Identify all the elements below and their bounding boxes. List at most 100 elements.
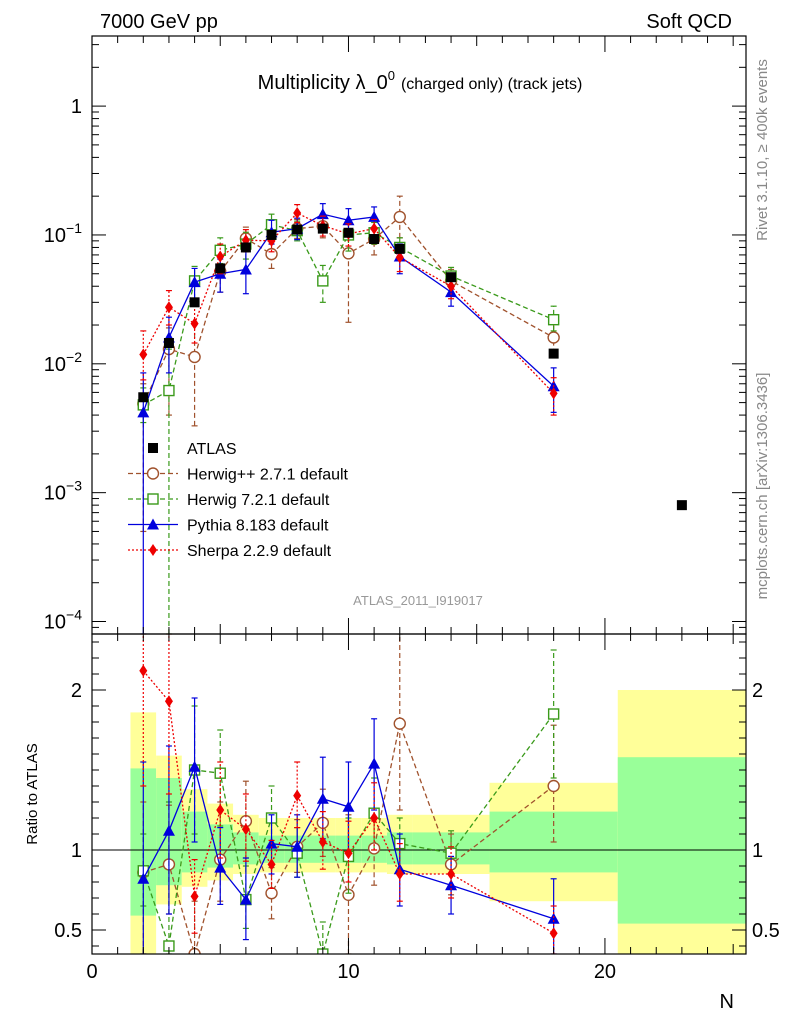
ratio-plot-series	[137, 634, 560, 954]
ratio-point-pythia-8-183-default	[291, 840, 304, 852]
ratio-point-sherpa-2-2-9-default	[370, 812, 379, 824]
ratio-y-tick-label-left: 2	[71, 680, 82, 702]
legend-marker-atlas	[148, 443, 158, 453]
main-point-atlas	[343, 227, 354, 238]
main-point-atlas	[266, 229, 277, 240]
main-y-tick-base: 10	[44, 354, 66, 376]
legend-label-herwig-7-2-1-default: Herwig 7.2.1 default	[187, 492, 330, 509]
ratio-band-green	[617, 757, 746, 924]
main-plot-series	[137, 195, 687, 634]
main-point-atlas	[548, 348, 559, 359]
main-point-sherpa-2-2-9-default	[395, 251, 404, 264]
ratio-point-sherpa-2-2-9-default	[216, 804, 225, 816]
ratio-point-herwig-2-7-1-default	[265, 887, 278, 900]
main-y-tick-base: 10	[44, 612, 66, 634]
axes-ticks: 10−410−310−210−110.5 0.51 12 20 10 20	[44, 36, 780, 983]
mcplots-credit-label: mcplots.cern.ch [arXiv:1306.3436]	[754, 373, 771, 600]
plot-title: Multiplicity λ_00 (charged only) (track j…	[258, 68, 583, 94]
ratio-y-tick-label-left: 0.5	[54, 920, 82, 942]
ratio-point-sherpa-2-2-9-default	[318, 836, 327, 848]
x-tick-label: 10	[337, 961, 359, 983]
main-y-tick-label: 1	[71, 96, 82, 118]
main-point-pythia-8-183-default	[316, 208, 329, 220]
main-y-tick-label: 10−3	[44, 478, 82, 505]
legend-item-atlas: ATLAS	[148, 441, 237, 458]
ratio-point-sherpa-2-2-9-default	[164, 695, 173, 708]
ratio-point-herwig-7-2-1-default	[547, 708, 560, 720]
main-point-pythia-8-183-default	[342, 214, 355, 226]
main-point-atlas	[189, 297, 200, 308]
main-point-pythia-8-183-default	[368, 210, 381, 222]
ratio-point-sherpa-2-2-9-default	[267, 858, 276, 871]
ratio-point-pythia-8-183-default	[137, 872, 150, 884]
rivet-version-label: Rivet 3.1.10, ≥ 400k events	[754, 59, 771, 241]
main-point-sherpa-2-2-9-default	[549, 387, 558, 400]
ratio-point-sherpa-2-2-9-default	[293, 789, 302, 802]
main-point-pythia-8-183-default	[137, 406, 150, 418]
ratio-point-pythia-8-183-default	[547, 912, 560, 924]
ratio-point-sherpa-2-2-9-default	[447, 868, 456, 880]
main-y-tick-exp: −4	[66, 607, 82, 623]
ratio-y-tick-label-right: 2	[752, 680, 763, 702]
legend-marker-herwig-7-2-1-default	[147, 493, 159, 505]
ratio-point-pythia-8-183-default	[342, 800, 355, 812]
ratio-point-sherpa-2-2-9-default	[549, 927, 558, 940]
main-point-herwig-7-2-1-default	[317, 275, 329, 287]
ratio-point-herwig-2-7-1-default	[547, 779, 560, 793]
main-point-sherpa-2-2-9-default	[216, 250, 225, 263]
ratio-point-pythia-8-183-default	[239, 893, 252, 905]
main-y-tick-exp: −3	[66, 478, 82, 494]
main-point-herwig-7-2-1-default	[163, 384, 175, 397]
main-point-herwig-2-7-1-default	[547, 331, 560, 344]
main-point-herwig-7-2-1-default	[547, 313, 560, 326]
legend-label-sherpa-2-2-9-default: Sherpa 2.2.9 default	[187, 543, 332, 560]
x-tick-label: 0	[86, 961, 97, 983]
main-series-herwig-7-2-1-default	[137, 213, 560, 634]
ratio-point-pythia-8-183-default	[188, 760, 201, 772]
main-y-tick-base: 10	[44, 225, 66, 247]
main-point-pythia-8-183-default	[239, 263, 252, 275]
main-y-tick-label: 10−4	[44, 607, 82, 634]
legend-marker-pythia-8-183-default	[147, 518, 159, 530]
ratio-point-sherpa-2-2-9-default	[241, 823, 250, 836]
main-point-herwig-2-7-1-default	[188, 350, 201, 364]
main-point-sherpa-2-2-9-default	[190, 317, 199, 330]
main-point-atlas	[240, 242, 251, 253]
main-point-sherpa-2-2-9-default	[164, 301, 173, 314]
title-sup: 0	[388, 68, 395, 83]
main-point-atlas	[292, 224, 303, 235]
main-point-pythia-8-183-default	[188, 276, 201, 288]
title-main: Multiplicity λ_0	[258, 72, 388, 94]
main-point-herwig-2-7-1-default	[393, 210, 406, 224]
ratio-point-pythia-8-183-default	[214, 861, 227, 873]
ratio-y-tick-label-left: 1	[71, 840, 82, 862]
ratio-point-sherpa-2-2-9-default	[395, 868, 404, 880]
main-point-atlas	[215, 263, 226, 274]
title-suffix: (charged only) (track jets)	[401, 76, 582, 93]
main-point-sherpa-2-2-9-default	[370, 222, 379, 235]
ratio-point-sherpa-2-2-9-default	[139, 664, 148, 677]
legend-label-atlas: ATLAS	[187, 441, 237, 458]
legend-marker-sherpa-2-2-9-default	[149, 544, 157, 556]
legend-item-herwig-7-2-1-default: Herwig 7.2.1 default	[128, 492, 330, 509]
main-point-atlas	[676, 500, 687, 511]
header-left: 7000 GeV pp	[100, 11, 218, 33]
ratio-point-herwig-2-7-1-default	[393, 717, 406, 730]
main-y-tick-exp: −1	[66, 220, 82, 236]
ratio-point-pythia-8-183-default	[162, 824, 175, 836]
ratio-plot-frame	[91, 633, 747, 955]
main-series-atlas	[138, 223, 687, 511]
ratio-y-tick-label-right: 0.5	[752, 920, 780, 942]
legend: ATLAS Herwig++ 2.7.1 default Herwig 7.2.1 …	[128, 441, 349, 560]
ratio-point-sherpa-2-2-9-default	[190, 890, 199, 903]
main-point-sherpa-2-2-9-default	[293, 207, 302, 220]
main-point-atlas	[138, 392, 149, 403]
main-y-tick-base: 10	[44, 483, 66, 505]
main-point-atlas	[394, 243, 405, 254]
main-y-tick-label: 10−2	[44, 349, 82, 376]
legend-marker-herwig-2-7-1-default	[146, 467, 160, 480]
main-point-atlas	[163, 338, 174, 349]
legend-item-herwig-2-7-1-default: Herwig++ 2.7.1 default	[128, 467, 349, 484]
ratio-point-pythia-8-183-default	[368, 757, 381, 769]
